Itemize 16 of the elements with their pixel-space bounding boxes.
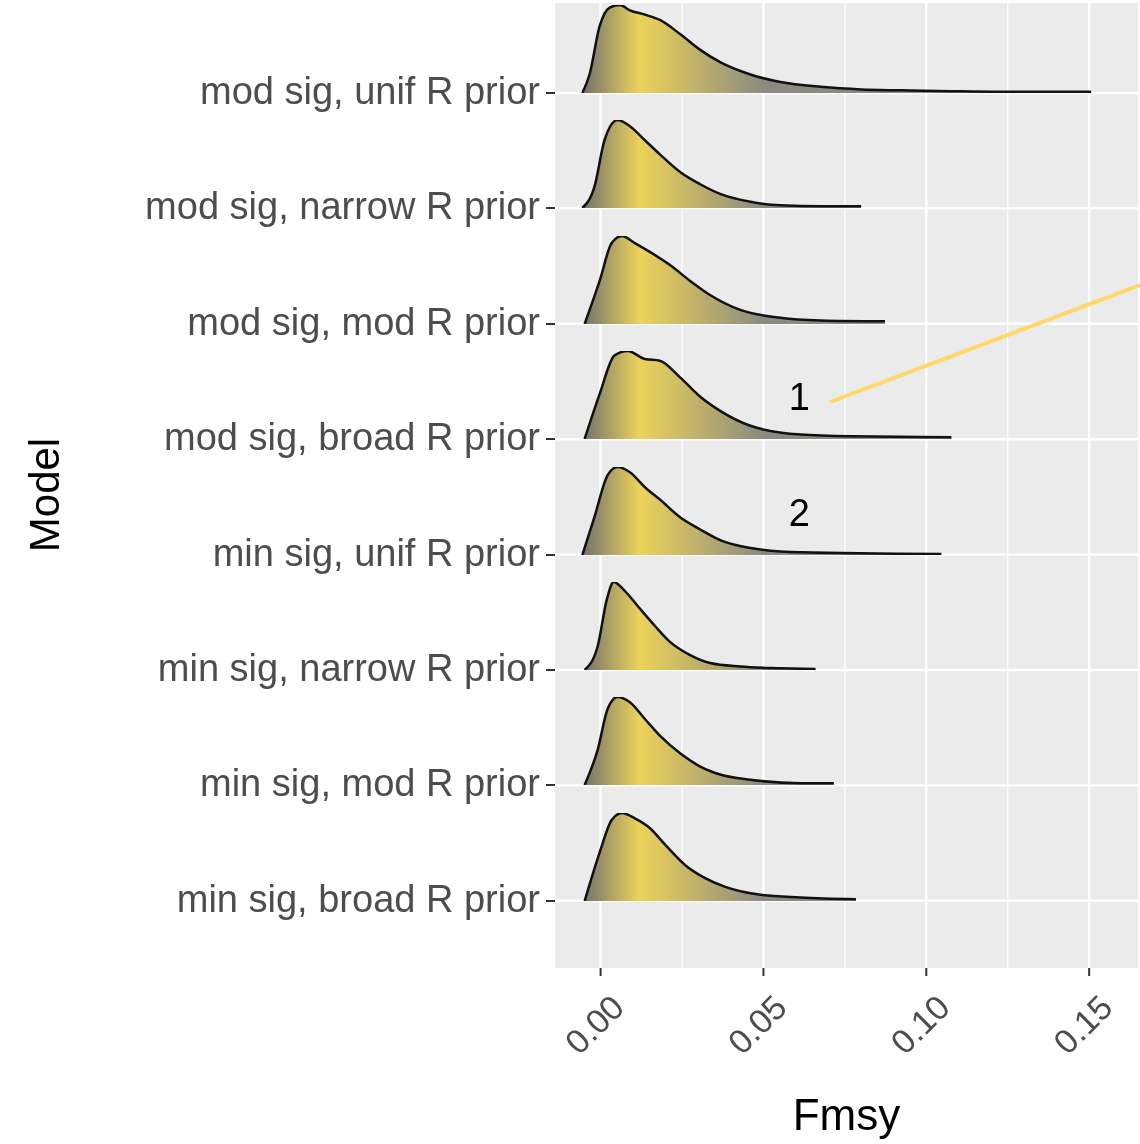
y-axis-title: min sig, narrow R prior [157, 646, 540, 691]
y-axis-title: min sig, broad R prior [176, 876, 540, 922]
x-axis-title: Fmsy [792, 1090, 901, 1139]
y-axis-title: mod sig, unif R prior [199, 69, 540, 114]
text: Model [21, 437, 69, 553]
x-tick-label: 0.15 [1045, 987, 1120, 1062]
x-tick-label: 0.05 [720, 987, 794, 1062]
x-tick-label: 0.10 [883, 987, 957, 1062]
y-axis-title: mod sig, mod R prior [187, 299, 540, 345]
y-axis-title: mod sig, narrow R prior [145, 184, 540, 230]
y-axis-title: mod sig, broad R prior [164, 415, 540, 461]
x-tick-label: 0.00 [557, 987, 632, 1062]
y-axis-title: min sig, mod R prior [200, 761, 540, 807]
annotation: 1 [788, 375, 810, 419]
y-axis-title: min sig, unif R prior [212, 530, 540, 576]
annotation: 2 [788, 491, 810, 535]
